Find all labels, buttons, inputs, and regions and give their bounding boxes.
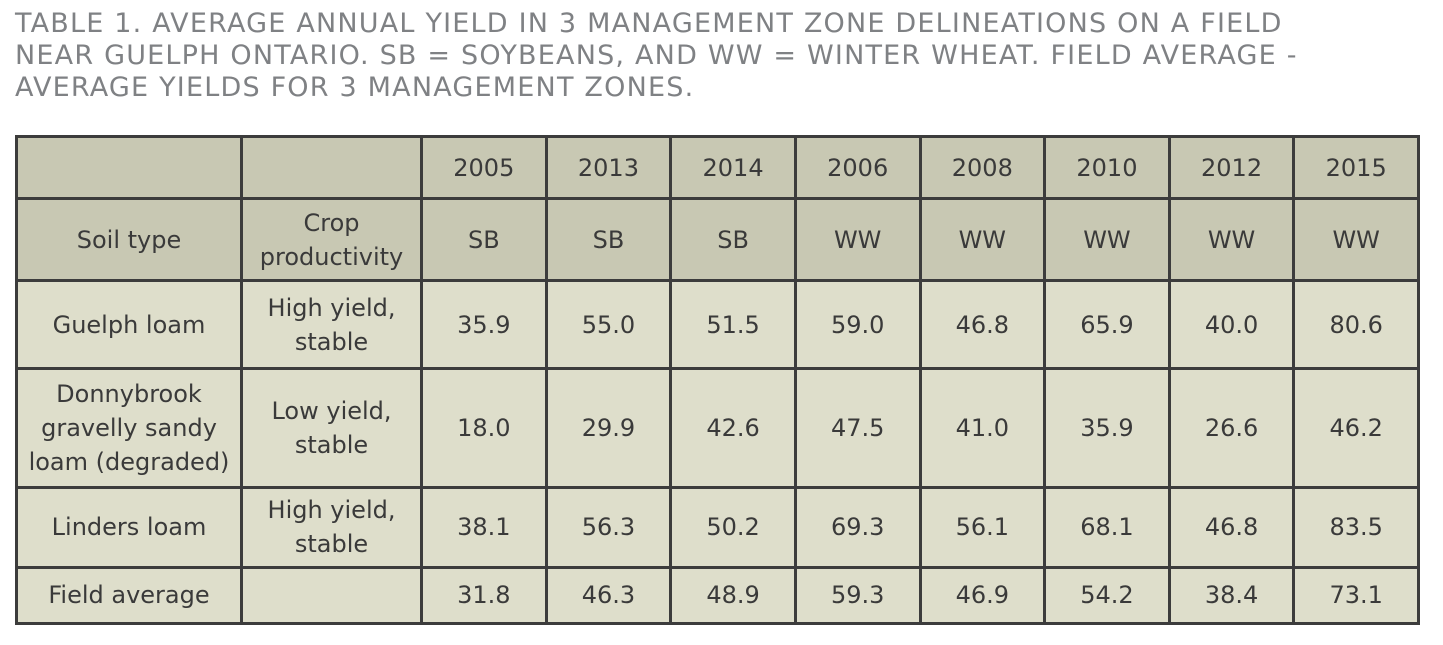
crop-header-cell: SB xyxy=(544,197,673,283)
yield-cell: 55.0 xyxy=(544,279,673,371)
productivity-cell xyxy=(240,565,423,626)
yield-cell: 46.8 xyxy=(1167,485,1296,569)
year-header-cell: 2015 xyxy=(1292,134,1420,201)
yield-cell: 56.3 xyxy=(544,485,673,569)
table-row: Linders loam High yield, stable 38.1 56.… xyxy=(15,485,1420,569)
yield-cell: 41.0 xyxy=(918,367,1047,489)
productivity-cell: High yield, stable xyxy=(240,485,423,569)
yield-cell: 69.3 xyxy=(793,485,922,569)
yield-cell: 42.6 xyxy=(669,367,797,489)
soil-type-header: Soil type xyxy=(15,197,243,283)
year-header-row: 2005 2013 2014 2006 2008 2010 2012 2015 xyxy=(15,134,1420,201)
year-header-cell: 2010 xyxy=(1043,134,1171,201)
yield-cell: 38.1 xyxy=(420,485,548,569)
yield-cell: 56.1 xyxy=(918,485,1047,569)
soil-type-cell: Linders loam xyxy=(15,485,243,569)
year-header-cell: 2014 xyxy=(669,134,797,201)
year-header-cell: 2008 xyxy=(918,134,1047,201)
yield-cell: 18.0 xyxy=(420,367,548,489)
soil-type-cell: Guelph loam xyxy=(15,279,243,371)
table-caption: TABLE 1. AVERAGE ANNUAL YIELD IN 3 MANAG… xyxy=(15,8,1298,103)
yield-cell: 40.0 xyxy=(1167,279,1296,371)
yield-cell: 29.9 xyxy=(544,367,673,489)
yield-cell: 54.2 xyxy=(1043,565,1171,626)
yield-cell: 38.4 xyxy=(1167,565,1296,626)
year-header-cell: 2005 xyxy=(420,134,548,201)
crop-header-cell: WW xyxy=(1167,197,1296,283)
yield-cell: 46.8 xyxy=(918,279,1047,371)
soil-type-cell: Donnybrook gravelly sandy loam (degraded… xyxy=(15,367,243,489)
table-row: Guelph loam High yield, stable 35.9 55.0… xyxy=(15,279,1420,371)
header-empty-cell xyxy=(15,134,243,201)
yield-cell: 46.3 xyxy=(544,565,673,626)
yield-cell: 80.6 xyxy=(1292,279,1420,371)
yield-cell: 83.5 xyxy=(1292,485,1420,569)
yield-cell: 31.8 xyxy=(420,565,548,626)
crop-productivity-header: Crop productivity xyxy=(240,197,423,283)
yield-cell: 48.9 xyxy=(669,565,797,626)
yield-cell: 46.2 xyxy=(1292,367,1420,489)
yield-cell: 51.5 xyxy=(669,279,797,371)
yield-table: 2005 2013 2014 2006 2008 2010 2012 2015 … xyxy=(15,134,1420,626)
productivity-cell: High yield, stable xyxy=(240,279,423,371)
header-empty-cell xyxy=(240,134,423,201)
yield-cell: 46.9 xyxy=(918,565,1047,626)
yield-cell: 26.6 xyxy=(1167,367,1296,489)
year-header-cell: 2013 xyxy=(544,134,673,201)
yield-cell: 50.2 xyxy=(669,485,797,569)
yield-cell: 35.9 xyxy=(420,279,548,371)
crop-header-cell: WW xyxy=(793,197,922,283)
crop-header-cell: WW xyxy=(918,197,1047,283)
crop-header-cell: WW xyxy=(1292,197,1420,283)
yield-cell: 47.5 xyxy=(793,367,922,489)
crop-header-row: Soil type Crop productivity SB SB SB WW … xyxy=(15,197,1420,283)
crop-header-cell: SB xyxy=(669,197,797,283)
yield-cell: 68.1 xyxy=(1043,485,1171,569)
yield-cell: 35.9 xyxy=(1043,367,1171,489)
yield-cell: 59.0 xyxy=(793,279,922,371)
year-header-cell: 2006 xyxy=(793,134,922,201)
productivity-cell: Low yield, stable xyxy=(240,367,423,489)
field-average-row: Field average 31.8 46.3 48.9 59.3 46.9 5… xyxy=(15,565,1420,626)
crop-header-cell: SB xyxy=(420,197,548,283)
yield-cell: 73.1 xyxy=(1292,565,1420,626)
crop-header-cell: WW xyxy=(1043,197,1171,283)
yield-cell: 59.3 xyxy=(793,565,922,626)
year-header-cell: 2012 xyxy=(1167,134,1296,201)
yield-cell: 65.9 xyxy=(1043,279,1171,371)
soil-type-cell: Field average xyxy=(15,565,243,626)
table-row: Donnybrook gravelly sandy loam (degraded… xyxy=(15,367,1420,489)
